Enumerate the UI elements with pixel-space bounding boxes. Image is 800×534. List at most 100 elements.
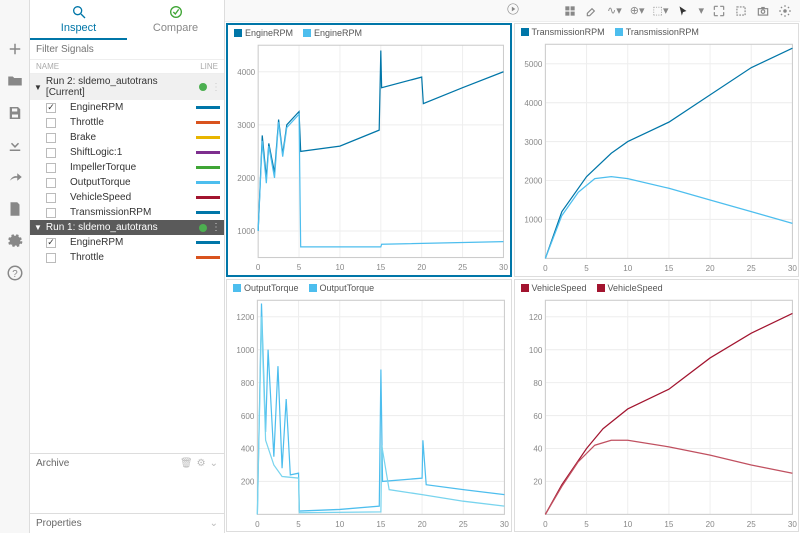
line-swatch[interactable]	[196, 196, 220, 199]
svg-text:10: 10	[335, 518, 344, 528]
svg-text:25: 25	[459, 518, 468, 528]
signal-label: OutputTorque	[62, 177, 190, 188]
plot-body[interactable]: 20406080100120051015202530	[515, 296, 799, 532]
plot-panel[interactable]: VehicleSpeedVehicleSpeed2040608010012005…	[514, 279, 800, 533]
signal-checkbox[interactable]	[46, 193, 56, 203]
line-swatch[interactable]	[196, 106, 220, 109]
clear-icon[interactable]	[585, 4, 599, 18]
camera-icon[interactable]	[756, 4, 770, 18]
svg-text:800: 800	[241, 377, 255, 387]
line-swatch[interactable]	[196, 181, 220, 184]
legend-item: OutputTorque	[233, 283, 299, 293]
plot-panel[interactable]: OutputTorqueOutputTorque2004006008001000…	[226, 279, 512, 533]
svg-text:5: 5	[296, 518, 301, 528]
properties-header[interactable]: Properties ⌄	[30, 513, 224, 533]
filter-row	[30, 40, 224, 60]
svg-text:30: 30	[787, 518, 796, 528]
expand-icon[interactable]: ▼	[34, 223, 42, 232]
signal-row[interactable]: Throttle	[30, 250, 224, 264]
run-menu-icon[interactable]: ⋮	[211, 82, 220, 93]
signal-checkbox[interactable]	[46, 133, 56, 143]
play-icon[interactable]	[506, 2, 520, 16]
signal-row[interactable]: Brake	[30, 130, 224, 145]
signal-row[interactable]: OutputTorque	[30, 175, 224, 190]
expand-icon[interactable]: ▼	[34, 83, 42, 92]
archive-header[interactable]: Archive 🗑 ⚙ ⌄	[30, 453, 224, 473]
line-swatch[interactable]	[196, 166, 220, 169]
plot-body[interactable]: 10002000300040005000051015202530	[515, 40, 799, 276]
svg-text:10: 10	[623, 263, 632, 273]
run-title: Run 1: sldemo_autotrans	[46, 222, 158, 233]
chevron-down-icon[interactable]: ⌄	[210, 458, 218, 469]
signal-checkbox[interactable]	[46, 208, 56, 218]
plot-panel[interactable]: TransmissionRPMTransmissionRPM1000200030…	[514, 23, 800, 277]
svg-text:5: 5	[584, 263, 589, 273]
signal-checkbox[interactable]: ✓	[46, 103, 56, 113]
settings-icon[interactable]	[778, 4, 792, 18]
folder-icon[interactable]	[6, 72, 24, 90]
trash-icon[interactable]: 🗑	[180, 458, 193, 469]
svg-text:10: 10	[335, 263, 344, 272]
save-icon[interactable]	[6, 104, 24, 122]
run-row[interactable]: ▼ Run 1: sldemo_autotrans ⋮	[30, 220, 224, 235]
line-swatch[interactable]	[196, 211, 220, 214]
sidebar: Inspect Compare NAME LINE ▼ Run 2: sldem…	[30, 0, 225, 533]
signal-row[interactable]: ShiftLogic:1	[30, 145, 224, 160]
document-icon[interactable]	[6, 200, 24, 218]
tab-compare[interactable]: Compare	[127, 0, 224, 40]
svg-text:0: 0	[543, 263, 548, 273]
line-swatch[interactable]	[196, 256, 220, 259]
import-icon[interactable]	[6, 136, 24, 154]
svg-text:15: 15	[376, 263, 385, 272]
line-swatch[interactable]	[196, 241, 220, 244]
export-icon[interactable]	[6, 168, 24, 186]
left-icon-bar: ?	[0, 0, 30, 533]
line-swatch[interactable]	[196, 151, 220, 154]
signal-row[interactable]: ✓ EngineRPM	[30, 235, 224, 250]
svg-text:600: 600	[241, 410, 255, 420]
run-row[interactable]: ▼ Run 2: sldemo_autotrans [Current] ⋮	[30, 74, 224, 100]
plot-grid: EngineRPMEngineRPM1000200030004000051015…	[225, 22, 800, 533]
line-swatch[interactable]	[196, 121, 220, 124]
cursor-icon[interactable]	[676, 4, 690, 18]
svg-text:4000: 4000	[524, 98, 542, 108]
signal-checkbox[interactable]	[46, 178, 56, 188]
plot-body[interactable]: 1000200030004000051015202530	[228, 41, 510, 275]
add-icon[interactable]	[6, 40, 24, 58]
plot-legend: VehicleSpeedVehicleSpeed	[515, 280, 799, 296]
region-menu[interactable]: ⬚▾	[653, 4, 669, 17]
filter-input[interactable]	[34, 42, 220, 57]
legend-item: OutputTorque	[309, 283, 375, 293]
plot-panel[interactable]: EngineRPMEngineRPM1000200030004000051015…	[226, 23, 512, 277]
svg-text:20: 20	[705, 263, 714, 273]
fit-icon[interactable]	[734, 4, 748, 18]
signal-row[interactable]: ImpellerTorque	[30, 160, 224, 175]
signal-row[interactable]: VehicleSpeed	[30, 190, 224, 205]
signal-checkbox[interactable]	[46, 118, 56, 128]
signal-menu[interactable]: ∿▾	[607, 4, 622, 17]
signal-row[interactable]: ✓ EngineRPM	[30, 100, 224, 115]
signal-checkbox[interactable]	[46, 163, 56, 173]
svg-text:40: 40	[533, 443, 542, 453]
gear-icon[interactable]	[6, 232, 24, 250]
tab-inspect[interactable]: Inspect	[30, 0, 127, 40]
archive-gear-icon[interactable]: ⚙	[197, 458, 206, 469]
signal-label: Throttle	[62, 117, 190, 128]
signal-row[interactable]: TransmissionRPM	[30, 205, 224, 220]
signal-checkbox[interactable]: ✓	[46, 238, 56, 248]
cursor-menu[interactable]: ▾	[698, 4, 704, 17]
signal-checkbox[interactable]	[46, 148, 56, 158]
signal-checkbox[interactable]	[46, 253, 56, 263]
zoom-menu[interactable]: ⊕▾	[630, 4, 645, 17]
signal-row[interactable]: Throttle	[30, 115, 224, 130]
expand-icon[interactable]	[712, 4, 726, 18]
help-icon[interactable]: ?	[6, 264, 24, 282]
tree-header: NAME LINE	[30, 60, 224, 74]
archive-label: Archive	[36, 458, 69, 469]
chevron-down-icon[interactable]: ⌄	[210, 518, 218, 529]
grid-layout-icon[interactable]	[563, 4, 577, 18]
run-menu-icon[interactable]: ⋮	[211, 222, 220, 233]
plot-body[interactable]: 20040060080010001200051015202530	[227, 296, 511, 532]
line-swatch[interactable]	[196, 136, 220, 139]
legend-item: EngineRPM	[234, 28, 293, 38]
